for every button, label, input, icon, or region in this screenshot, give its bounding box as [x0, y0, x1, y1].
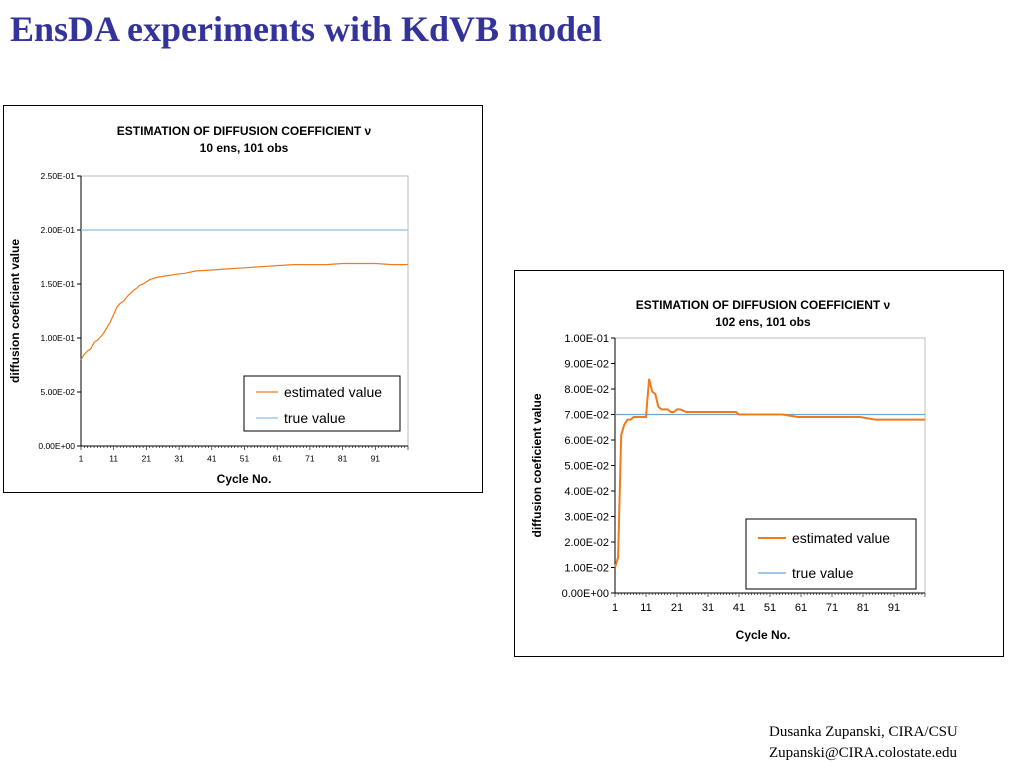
x-tick-label: 1: [612, 602, 618, 614]
slide-title: EnsDA experiments with KdVB model: [10, 9, 603, 49]
y-tick-label: 0.00E+00: [562, 588, 609, 600]
y-tick-label: 7.00E-02: [564, 409, 609, 421]
chart-102-ens-svg: ESTIMATION OF DIFFUSION COEFFICIENT ν 102…: [530, 298, 926, 642]
y-tick-label: 2.00E-01: [41, 225, 76, 235]
y-tick-label: 8.00E-02: [564, 384, 609, 396]
legend-label: estimated value: [792, 530, 890, 546]
x-tick-label: 61: [795, 602, 807, 614]
legend-label: true value: [792, 565, 854, 581]
y-tick-label: 0.00E+00: [38, 441, 75, 451]
x-axis-label: Cycle No.: [736, 628, 791, 642]
x-tick-label: 31: [174, 454, 184, 464]
chart-subtitle: 102 ens, 101 obs: [715, 315, 811, 329]
x-tick-label: 11: [640, 602, 651, 614]
x-tick-label: 71: [826, 602, 838, 614]
legend-box: [243, 375, 401, 432]
x-tick-label: 41: [207, 454, 217, 464]
x-tick-label: 61: [272, 454, 282, 464]
legend-label: estimated value: [284, 384, 382, 400]
x-tick-label: 41: [733, 602, 745, 614]
y-tick-label: 4.00E-02: [564, 486, 609, 498]
x-tick-label: 11: [109, 454, 118, 464]
x-tick-label: 31: [702, 602, 714, 614]
y-tick-label: 2.00E-02: [564, 537, 609, 549]
y-tick-label: 1.00E-02: [564, 562, 609, 574]
y-axis-label: diffusion coeficient value: [530, 393, 544, 537]
y-tick-label: 5.00E-02: [564, 460, 609, 472]
legend: estimated value true value: [243, 375, 401, 432]
x-tick-label: 91: [888, 602, 900, 614]
x-axis-label: Cycle No.: [217, 472, 272, 486]
chart-10-ens-svg: ESTIMATION OF DIFFUSION COEFFICIENT ν 10 …: [8, 124, 409, 486]
y-axis-label: diffusion coeficient value: [8, 239, 22, 383]
estimated-value-line: [80, 262, 408, 360]
x-tick-label: 51: [764, 602, 776, 614]
x-tick-label: 81: [857, 602, 869, 614]
footer-name: Dusanka Zupanski, CIRA/CSU: [769, 724, 958, 740]
y-tick-label: 2.50E-01: [41, 171, 76, 181]
footer-email: Zupanski@CIRA.colostate.edu: [769, 745, 957, 761]
footer: Dusanka Zupanski, CIRA/CSU Zupanski@CIRA…: [769, 722, 958, 764]
x-tick-label: 1: [79, 454, 84, 464]
x-tick-label: 21: [671, 602, 683, 614]
legend: estimated value true value: [745, 518, 917, 590]
y-tick-label: 1.50E-01: [41, 279, 76, 289]
y-tick-label: 6.00E-02: [564, 435, 609, 447]
x-tick-label: 81: [338, 454, 348, 464]
chart-title: ESTIMATION OF DIFFUSION COEFFICIENT ν: [636, 298, 891, 312]
x-tick-label: 21: [142, 454, 152, 464]
estimated-value-line: [614, 378, 925, 568]
y-tick-label: 1.00E-01: [41, 333, 76, 343]
chart-subtitle: 10 ens, 101 obs: [200, 141, 289, 155]
chart-102-ens: ESTIMATION OF DIFFUSION COEFFICIENT ν 102…: [514, 270, 1004, 657]
x-tick-label: 71: [305, 454, 315, 464]
chart-title: ESTIMATION OF DIFFUSION COEFFICIENT ν: [117, 124, 372, 138]
x-tick-label: 91: [371, 454, 381, 464]
x-tick-label: 51: [240, 454, 250, 464]
y-tick-label: 5.00E-02: [41, 387, 76, 397]
y-tick-label: 3.00E-02: [564, 511, 609, 523]
chart-10-ens: ESTIMATION OF DIFFUSION COEFFICIENT ν 10 …: [3, 105, 483, 493]
legend-box: [745, 518, 917, 590]
legend-label: true value: [284, 410, 346, 426]
y-tick-label: 1.00E-01: [564, 333, 609, 345]
y-tick-label: 9.00E-02: [564, 358, 609, 370]
